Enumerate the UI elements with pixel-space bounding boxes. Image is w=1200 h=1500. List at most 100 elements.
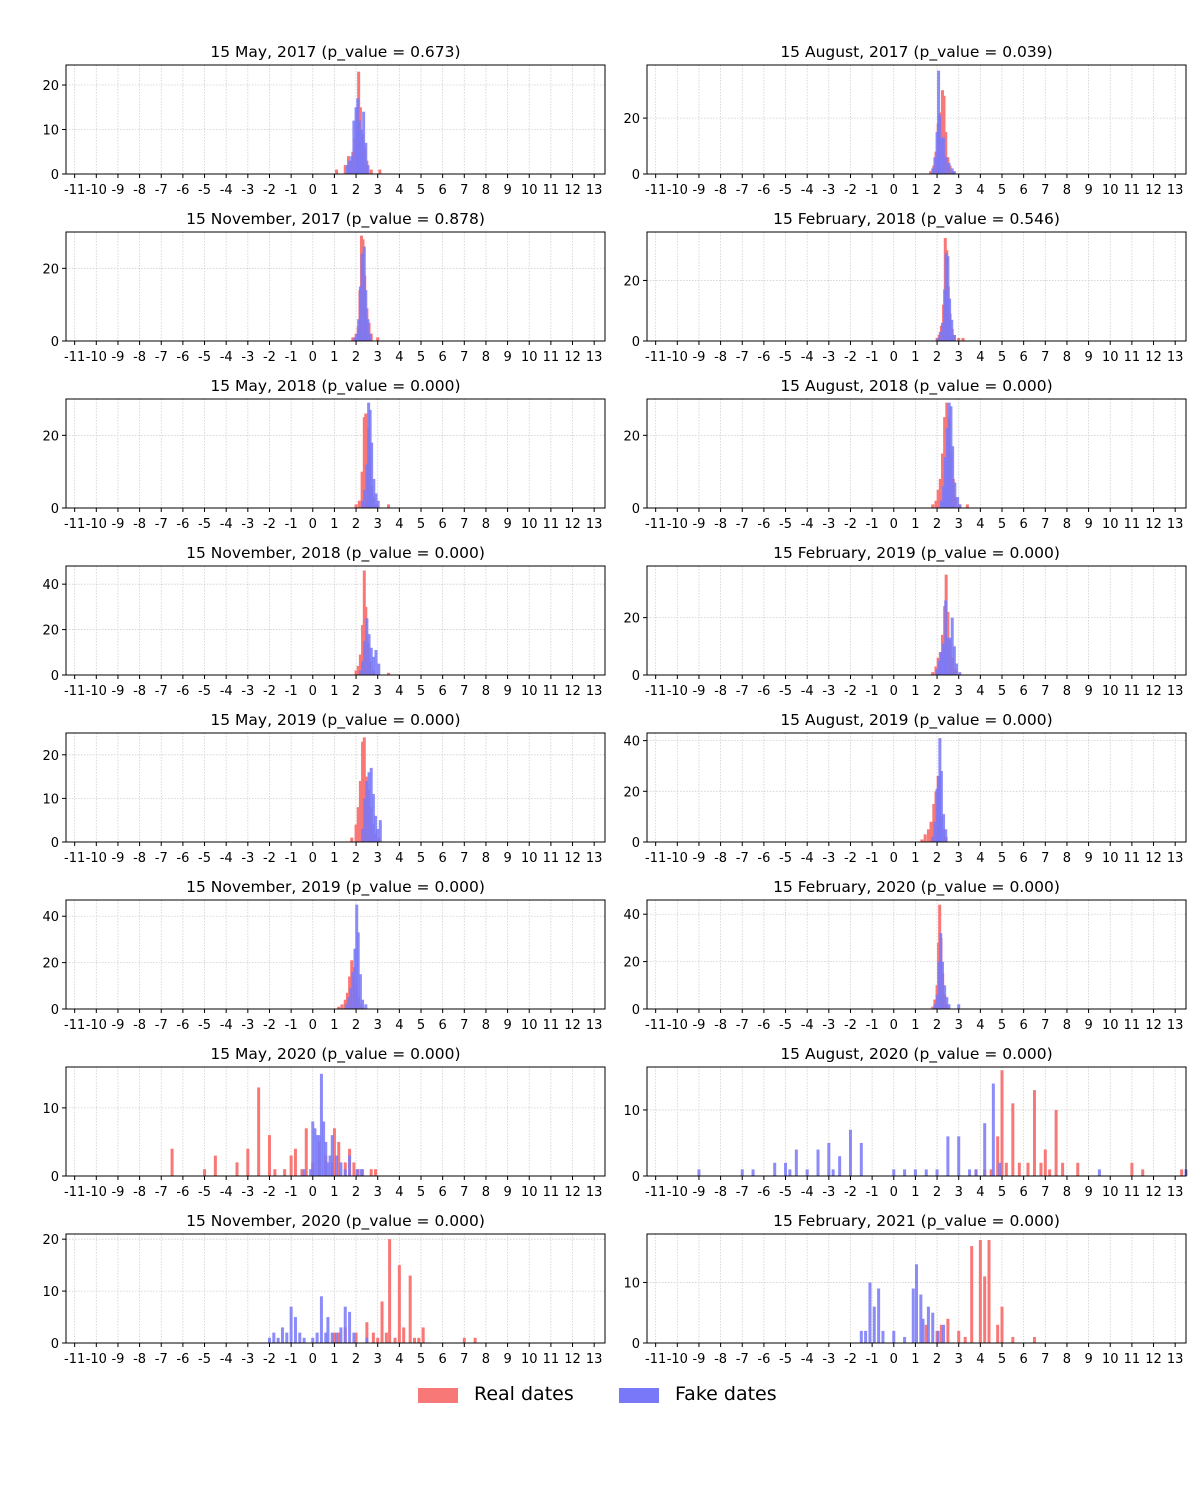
x-tick-label: -8 xyxy=(133,1185,146,1200)
x-tick-label: 6 xyxy=(1020,517,1028,532)
panel-title: 15 May, 2018 (p_value = 0.000) xyxy=(210,377,460,396)
bar-real xyxy=(927,829,930,842)
x-tick-label: -4 xyxy=(801,1018,814,1033)
bar-fake xyxy=(927,1307,930,1343)
x-tick-label: 10 xyxy=(521,517,538,532)
bar-fake xyxy=(881,1331,884,1343)
x-tick-label: -4 xyxy=(801,350,814,365)
bar-real xyxy=(422,1327,425,1343)
bar-fake xyxy=(377,501,380,508)
x-tick-label: -2 xyxy=(263,517,276,532)
bar-fake xyxy=(877,1289,880,1344)
axes-frame xyxy=(647,399,1186,508)
x-tick-label: 3 xyxy=(374,684,382,699)
axes-frame xyxy=(66,65,605,174)
bar-fake xyxy=(365,1338,368,1343)
x-tick-label: 8 xyxy=(1063,183,1071,198)
x-tick-label: -7 xyxy=(736,1018,749,1033)
x-tick-label: 2 xyxy=(352,851,360,866)
y-tick-label: 20 xyxy=(42,1233,59,1248)
x-tick-label: 12 xyxy=(564,1018,581,1033)
bar-real xyxy=(214,1156,217,1176)
x-tick-label: 7 xyxy=(1041,183,1049,198)
axes-frame xyxy=(647,1067,1186,1176)
x-tick-label: 13 xyxy=(586,684,603,699)
x-tick-label: 4 xyxy=(395,684,403,699)
bar-fake xyxy=(983,1123,986,1176)
x-tick-label: 1 xyxy=(911,517,919,532)
x-tick-label: -4 xyxy=(801,851,814,866)
x-tick-label: 12 xyxy=(1145,350,1162,365)
axes-frame xyxy=(66,733,605,842)
x-tick-label: -8 xyxy=(714,1185,727,1200)
x-tick-label: -7 xyxy=(736,1185,749,1200)
bar-real xyxy=(1033,1090,1036,1176)
x-tick-label: 6 xyxy=(1020,183,1028,198)
x-tick-label: -11 xyxy=(645,183,666,198)
x-tick-label: -1 xyxy=(866,183,879,198)
bar-fake xyxy=(344,1307,347,1343)
bar-fake xyxy=(335,1156,338,1176)
x-tick-label: 9 xyxy=(1084,517,1092,532)
bar-real xyxy=(946,1319,949,1343)
x-tick-label: 0 xyxy=(890,1352,898,1367)
x-tick-label: -1 xyxy=(866,1185,879,1200)
bar-real xyxy=(305,1128,308,1176)
x-tick-label: 7 xyxy=(460,1352,468,1367)
x-tick-label: -10 xyxy=(86,1185,107,1200)
x-tick-label: 11 xyxy=(543,1185,560,1200)
y-tick-label: 20 xyxy=(623,274,640,289)
x-tick-label: 10 xyxy=(1102,1352,1119,1367)
x-tick-label: -2 xyxy=(263,1018,276,1033)
histogram-figure: -11 -10 -9 -8 -7 -6 -5 -4 -3 -2 -1 0 1 2 3 4 5 6 7 8 9 10 11 12… xyxy=(0,0,1200,1500)
x-tick-label: 10 xyxy=(1102,517,1119,532)
x-tick-label: 1 xyxy=(911,684,919,699)
x-tick-label: 10 xyxy=(1102,1018,1119,1033)
x-tick-label: -8 xyxy=(714,350,727,365)
x-tick-label: -1 xyxy=(285,684,298,699)
bar-real xyxy=(355,504,358,508)
x-tick-label: -9 xyxy=(692,1185,705,1200)
x-tick-label: -11 xyxy=(645,851,666,866)
bar-fake xyxy=(348,1312,351,1343)
panel-title: 15 August, 2018 (p_value = 0.000) xyxy=(780,377,1052,396)
x-tick-label: 0 xyxy=(309,350,317,365)
bar-real xyxy=(1061,1163,1064,1176)
x-tick-label: -6 xyxy=(176,350,189,365)
x-tick-label: -3 xyxy=(822,851,835,866)
x-tick-label: 4 xyxy=(976,517,984,532)
x-tick-label: 4 xyxy=(395,851,403,866)
bar-real xyxy=(376,1338,379,1343)
bar-real xyxy=(268,1135,271,1176)
bar-real xyxy=(1018,1163,1021,1176)
x-tick-label: -11 xyxy=(64,183,85,198)
x-tick-label: 1 xyxy=(911,350,919,365)
x-tick-label: 0 xyxy=(890,183,898,198)
x-tick-label: -4 xyxy=(220,1352,233,1367)
x-tick-label: 9 xyxy=(1084,1185,1092,1200)
x-tick-label: 6 xyxy=(439,1018,447,1033)
bar-fake xyxy=(944,829,947,842)
x-tick-label: 8 xyxy=(482,350,490,365)
x-tick-label: -9 xyxy=(111,1352,124,1367)
x-tick-label: 4 xyxy=(976,684,984,699)
bar-real xyxy=(966,504,969,508)
x-tick-label: 3 xyxy=(955,851,963,866)
x-tick-label: -2 xyxy=(844,1018,857,1033)
x-tick-label: 12 xyxy=(564,1352,581,1367)
bar-fake xyxy=(892,1331,895,1343)
x-tick-label: -6 xyxy=(176,1018,189,1033)
x-tick-label: -5 xyxy=(198,1018,211,1033)
x-tick-label: -6 xyxy=(757,517,770,532)
x-tick-label: 12 xyxy=(1145,1018,1162,1033)
x-tick-label: -5 xyxy=(779,684,792,699)
bar-fake xyxy=(832,1169,835,1176)
bar-real xyxy=(1026,1163,1029,1176)
x-tick-label: -10 xyxy=(667,1352,688,1367)
bar-real xyxy=(1011,1337,1014,1343)
legend-label-real: Real dates xyxy=(474,1383,574,1405)
bar-fake xyxy=(339,1327,342,1343)
x-tick-label: -4 xyxy=(220,1018,233,1033)
x-tick-label: 7 xyxy=(460,684,468,699)
x-tick-label: -11 xyxy=(64,684,85,699)
